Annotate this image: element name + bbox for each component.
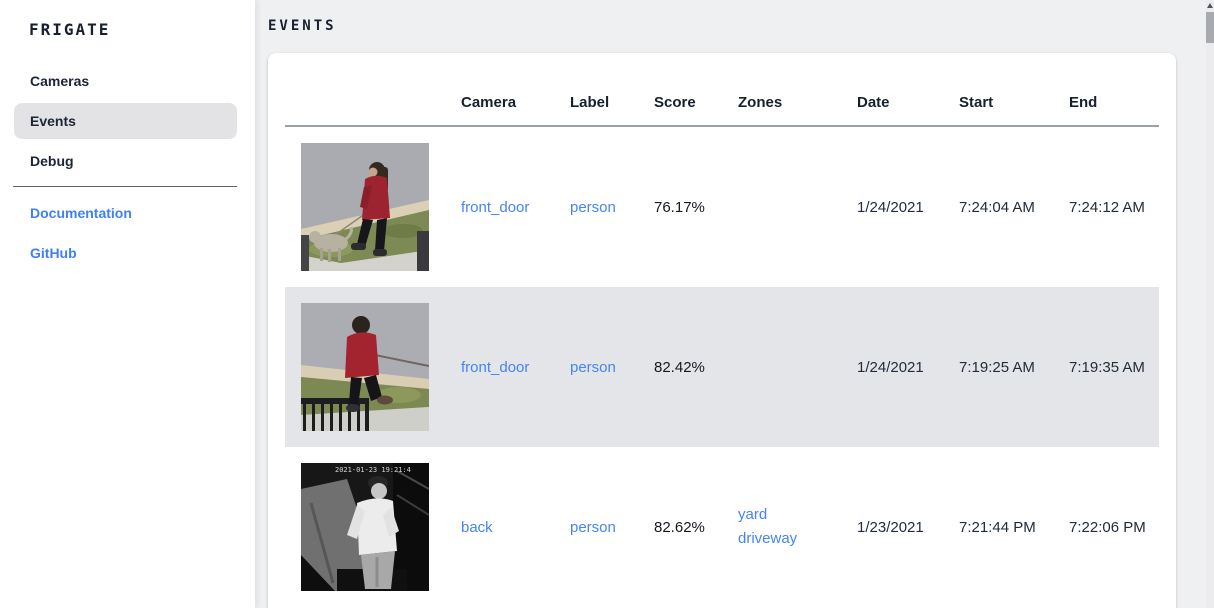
table-row[interactable]: 2021-01-23 19:21:4 back person 82.62% ya… xyxy=(285,447,1159,607)
end-value: 7:22:06 PM xyxy=(1069,518,1146,536)
sidebar-divider xyxy=(13,186,237,187)
zone-link[interactable]: yard xyxy=(738,506,768,523)
table-row[interactable]: front_door person 76.17% 1/24/2021 7:24:… xyxy=(285,127,1159,287)
camera-link[interactable]: back xyxy=(461,518,493,536)
camera-link[interactable]: front_door xyxy=(461,198,530,216)
score-value: 82.42% xyxy=(654,358,705,376)
app-logo[interactable]: FRIGATE xyxy=(29,20,111,39)
sidebar-item-events[interactable]: Events xyxy=(14,103,237,139)
camera-link[interactable]: front_door xyxy=(461,358,530,376)
sidebar-link-label: GitHub xyxy=(30,245,77,261)
sidebar-link-github[interactable]: GitHub xyxy=(14,235,237,271)
start-value: 7:24:04 AM xyxy=(959,198,1035,216)
table-header: Camera Label Score Zones Date Start End xyxy=(285,53,1159,127)
event-thumbnail[interactable] xyxy=(285,303,461,431)
sidebar-item-label: Debug xyxy=(30,153,74,169)
column-header-score: Score xyxy=(654,94,696,111)
scrollbar-up-arrow-icon[interactable] xyxy=(1207,3,1213,8)
column-header-label: Label xyxy=(570,94,610,111)
page-title: EVENTS xyxy=(268,18,337,34)
column-header-start: Start xyxy=(959,94,994,111)
sidebar-item-debug[interactable]: Debug xyxy=(14,143,237,179)
end-value: 7:19:35 AM xyxy=(1069,358,1145,376)
scrollbar-thumb[interactable] xyxy=(1206,12,1214,43)
sidebar-link-documentation[interactable]: Documentation xyxy=(14,195,237,231)
column-header-end: End xyxy=(1069,94,1098,111)
thumbnail-image-night-ir: 2021-01-23 19:21:4 xyxy=(301,463,429,591)
event-thumbnail[interactable] xyxy=(285,143,461,271)
sidebar-item-cameras[interactable]: Cameras xyxy=(14,63,237,99)
date-value: 1/23/2021 xyxy=(857,518,924,536)
sidebar-item-label: Cameras xyxy=(30,73,90,89)
sidebar-link-label: Documentation xyxy=(30,205,132,221)
date-value: 1/24/2021 xyxy=(857,198,924,216)
date-value: 1/24/2021 xyxy=(857,358,924,376)
sidebar: FRIGATE Cameras Events Debug Documentati… xyxy=(0,0,255,608)
zone-link[interactable]: driveway xyxy=(738,530,798,547)
table-row-selected[interactable]: front_door person 82.42% 1/24/2021 7:19:… xyxy=(285,287,1159,447)
score-value: 76.17% xyxy=(654,198,705,216)
start-value: 7:21:44 PM xyxy=(959,518,1036,536)
start-value: 7:19:25 AM xyxy=(959,358,1035,376)
column-header-thumbnail xyxy=(285,111,461,125)
column-header-zones: Zones xyxy=(738,94,783,111)
thumbnail-timestamp: 2021-01-23 19:21:4 xyxy=(335,466,411,474)
end-value: 7:24:12 AM xyxy=(1069,198,1145,216)
event-thumbnail[interactable]: 2021-01-23 19:21:4 xyxy=(285,463,461,591)
thumbnail-image-day-redhoodie xyxy=(301,303,429,431)
scrollbar[interactable] xyxy=(1206,0,1214,608)
column-header-camera: Camera xyxy=(461,94,517,111)
events-card: Camera Label Score Zones Date Start End xyxy=(268,53,1176,608)
score-value: 82.62% xyxy=(654,518,705,536)
label-link[interactable]: person xyxy=(570,358,616,376)
column-header-date: Date xyxy=(857,94,890,111)
sidebar-nav: Cameras Events Debug xyxy=(0,63,255,179)
label-link[interactable]: person xyxy=(570,518,616,536)
sidebar-item-label: Events xyxy=(30,113,76,129)
main-content: EVENTS Camera Label Score Zones Date Sta… xyxy=(255,0,1214,608)
zones-cell: yard driveway xyxy=(738,503,857,551)
thumbnail-image-day-dogwalk xyxy=(301,143,429,271)
label-link[interactable]: person xyxy=(570,198,616,216)
